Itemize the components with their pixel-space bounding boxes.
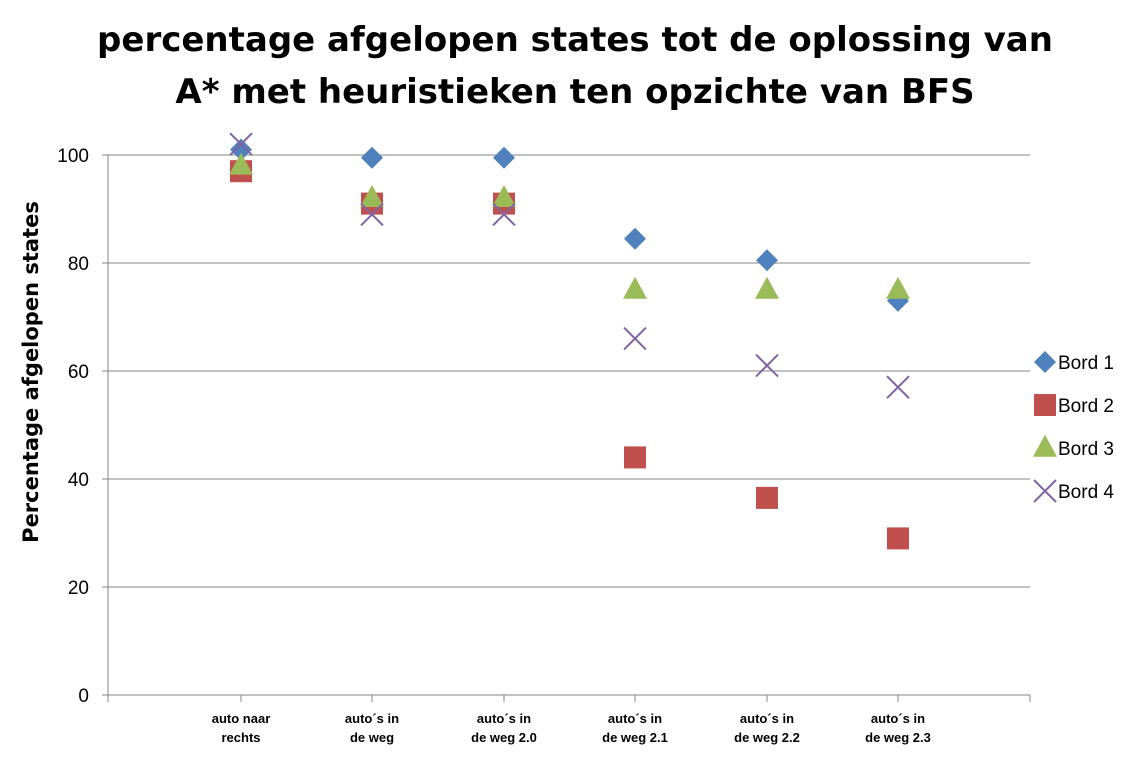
legend-marker-bord-4 (1033, 479, 1057, 503)
x-tick-label: auto´s in de weg 2.0 (471, 711, 537, 745)
data-point-bord-4 (229, 132, 253, 156)
data-point-bord-3 (755, 276, 779, 299)
data-point-bord-4 (492, 202, 516, 227)
data-point-bord-4 (623, 326, 647, 351)
legend-label: Bord 4 (1058, 482, 1114, 503)
y-tick-label: 20 (68, 578, 89, 599)
x-tick-label: auto naar rechts (212, 711, 271, 745)
data-point-bord-1 (624, 227, 646, 250)
legend: Bord 1 Bord 2 Bord 3 Bord 4 (1033, 351, 1114, 503)
data-point-bord-2 (756, 486, 778, 509)
x-tick-label: auto´s in de weg (345, 711, 399, 745)
data-point-bord-3 (623, 276, 647, 299)
chart-title: percentage afgelopen states tot de oplos… (0, 14, 1130, 118)
data-point-bord-4 (755, 353, 779, 378)
y-tick-label: 0 (78, 686, 89, 707)
x-tick-label: auto´s in de weg 2.3 (865, 711, 931, 745)
legend-marker-bord-1 (1034, 351, 1056, 373)
x-tick-label: auto´s in de weg 2.1 (602, 711, 668, 745)
data-point-bord-3 (886, 276, 910, 299)
data-point-bord-1 (493, 146, 515, 169)
x-tick-labels: auto naar rechts auto´s in de weg auto´s in d… (212, 711, 931, 745)
data-points (229, 132, 910, 550)
data-point-bord-3 (492, 185, 516, 207)
data-point-bord-4 (360, 202, 384, 227)
data-point-bord-2 (624, 446, 646, 469)
y-tick-label: 60 (68, 362, 89, 383)
y-tick-label: 40 (68, 470, 89, 491)
data-point-bord-1 (361, 146, 383, 169)
legend-label: Bord 1 (1058, 353, 1114, 374)
data-point-bord-4 (886, 375, 910, 399)
data-point-bord-3 (229, 152, 253, 175)
data-point-bord-3 (360, 185, 384, 207)
chart-title-line-1: percentage afgelopen states tot de oplos… (97, 20, 1053, 60)
legend-label: Bord 3 (1058, 439, 1114, 460)
data-point-bord-2 (887, 527, 909, 550)
x-tick-label: auto´s in de weg 2.2 (734, 711, 800, 745)
axes (102, 154, 1031, 702)
data-point-bord-1 (756, 249, 778, 272)
data-point-bord-1 (230, 138, 252, 161)
y-tick-label: 100 (57, 146, 89, 167)
legend-label: Bord 2 (1058, 396, 1114, 417)
y-tick-label: 80 (68, 254, 89, 275)
chart-title-line-2: A* met heuristieken ten opzichte van BFS (175, 72, 975, 112)
legend-marker-bord-2 (1034, 394, 1056, 416)
y-tick-labels: 0 20 40 60 80 100 (57, 146, 89, 707)
y-axis-label: Percentage afgelopen states (19, 201, 43, 543)
legend-marker-bord-3 (1033, 434, 1057, 457)
gridlines (108, 154, 1030, 588)
